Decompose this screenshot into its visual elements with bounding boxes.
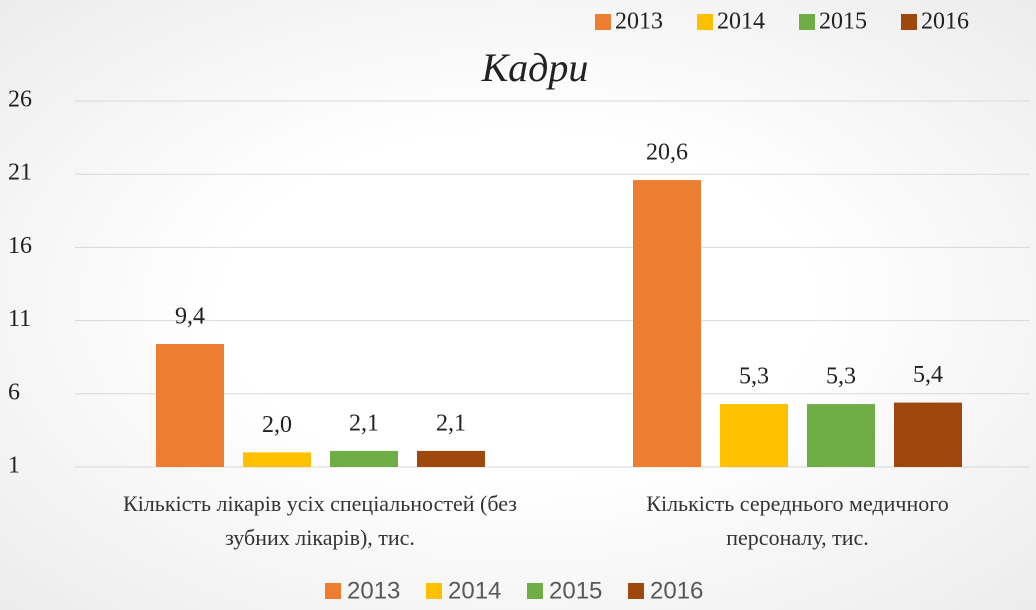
bar — [417, 450, 485, 467]
legend-swatch — [527, 583, 543, 599]
data-label: 2,1 — [436, 410, 466, 436]
bar — [633, 180, 701, 467]
data-label: 5,4 — [913, 362, 943, 388]
bar — [330, 450, 398, 467]
data-label: 5,3 — [826, 364, 856, 390]
bar — [807, 404, 875, 467]
y-tick-label: 26 — [8, 87, 32, 113]
legend-label: 2013 — [615, 9, 663, 35]
legend-label: 2013 — [347, 577, 400, 604]
bar — [156, 344, 224, 467]
y-tick-label: 21 — [8, 160, 32, 186]
data-label: 9,4 — [175, 304, 205, 330]
legend-swatch — [628, 583, 644, 599]
legend-swatch — [799, 14, 815, 30]
legend-swatch — [325, 583, 341, 599]
bar — [243, 452, 311, 467]
legend-label: 2014 — [717, 9, 765, 35]
legend-label: 2015 — [549, 577, 602, 604]
y-tick-label: 6 — [8, 379, 20, 405]
chart-title: Кадри — [481, 45, 589, 90]
legend-swatch — [595, 14, 611, 30]
data-label: 2,0 — [262, 412, 292, 438]
x-tick-label: Кількість середнього медичного персоналу… — [646, 491, 949, 550]
legend-swatch — [426, 583, 442, 599]
legend-label: 2016 — [921, 9, 969, 35]
x-tick-label: Кількість лікарів усіх спеціальностей (б… — [123, 491, 517, 550]
bar — [720, 404, 788, 467]
legend-label: 2014 — [448, 577, 501, 604]
data-label: 5,3 — [739, 364, 769, 390]
y-tick-label: 11 — [8, 306, 31, 332]
y-tick-label: 16 — [8, 233, 32, 259]
data-label: 20,6 — [646, 140, 688, 166]
data-label: 2,1 — [349, 410, 379, 436]
y-tick-label: 1 — [8, 453, 20, 479]
legend-swatch — [697, 14, 713, 30]
bar — [894, 402, 962, 467]
legend-label: 2015 — [819, 9, 867, 35]
legend-swatch — [901, 14, 917, 30]
legend-label: 2016 — [650, 577, 703, 604]
